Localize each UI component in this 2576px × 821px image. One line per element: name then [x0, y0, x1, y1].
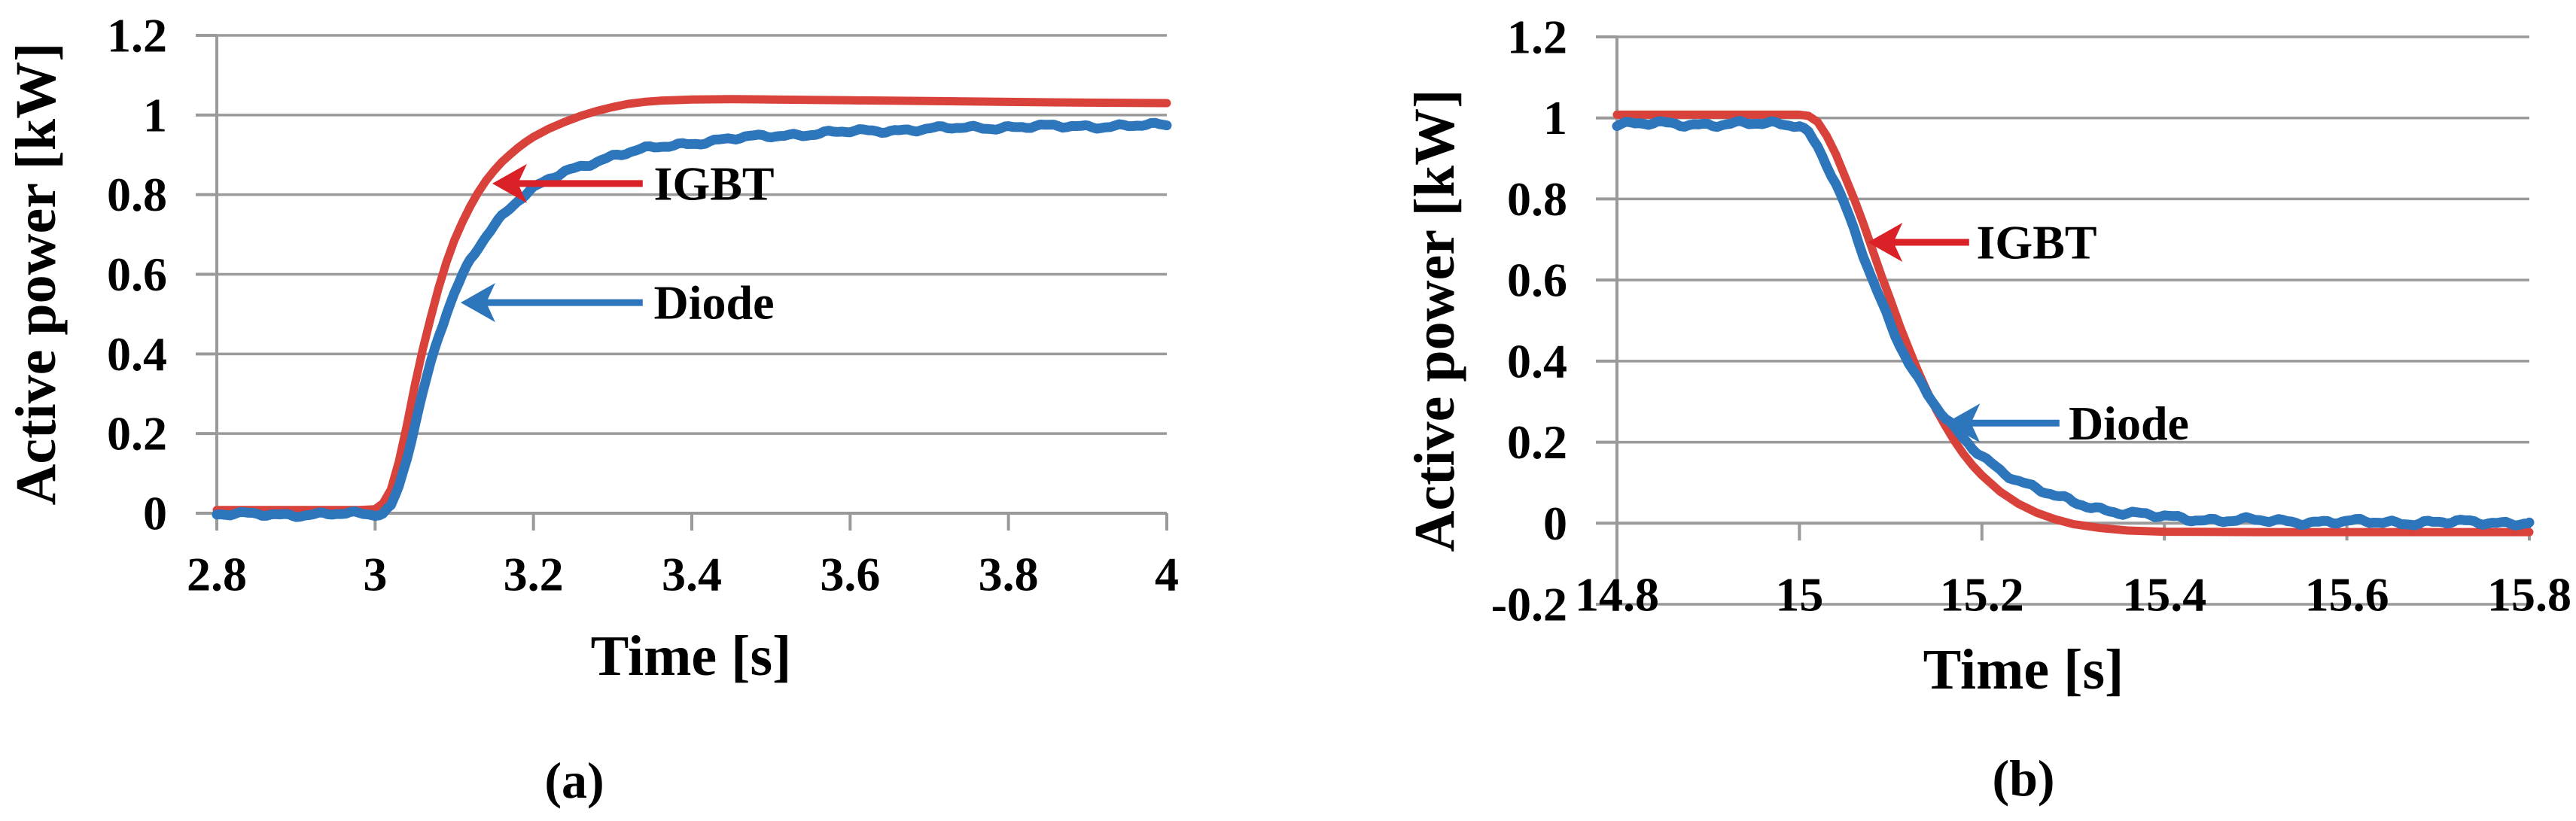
series-igbt-line: [1612, 110, 2534, 537]
y-tick-label: -0.2: [1491, 578, 1567, 631]
y-tick-label: 0: [1543, 497, 1567, 550]
y-tick-label: 0: [143, 487, 167, 540]
annotation-label-igbt: IGBT: [1977, 216, 2097, 269]
series-diode-line: [1612, 116, 2535, 531]
x-tick-label: 3.8: [979, 548, 1039, 601]
x-tick-label: 3.2: [504, 548, 564, 601]
diode-arrowhead-icon: [1945, 403, 1981, 443]
x-tick-label: 3.4: [662, 548, 722, 601]
y-tick-label: 0.6: [1507, 254, 1567, 307]
x-tick-label: 15.2: [1940, 568, 2024, 622]
x-tick-label: 3: [363, 548, 387, 601]
subfigure-caption: (b): [1992, 750, 2054, 807]
x-axis-title: Time [s]: [1923, 638, 2124, 701]
diode-annotation: Diode: [1945, 397, 2189, 450]
x-tick-label: 4: [1155, 548, 1179, 601]
y-tick-label: 0.4: [107, 327, 167, 381]
igbt-annotation: IGBT: [1868, 216, 2097, 269]
y-axis-title: Active power [kW]: [1403, 90, 1466, 552]
x-tick-label: 3.6: [820, 548, 880, 601]
x-tick-label: 15.8: [2487, 568, 2571, 622]
series-igbt-line: [212, 95, 1171, 515]
x-tick-label: 14.8: [1575, 568, 1659, 622]
igbt-arrowhead-icon: [1868, 223, 1903, 263]
diode-arrowhead-icon: [460, 283, 495, 323]
y-axis-title: Active power [kW]: [5, 43, 68, 506]
series-diode-line: [212, 117, 1172, 522]
x-tick-label: 15.6: [2305, 568, 2389, 622]
diode-annotation: Diode: [460, 276, 775, 330]
y-tick-label: 0.2: [1507, 415, 1567, 469]
x-axis-title: Time [s]: [591, 625, 792, 688]
annotation-label-diode: Diode: [2069, 397, 2189, 450]
y-tick-label: 1: [1543, 91, 1567, 144]
y-tick-label: 1.2: [107, 9, 167, 62]
annotation-label-diode: Diode: [654, 276, 775, 330]
y-tick-label: 1.2: [1507, 11, 1567, 64]
y-tick-label: 0.6: [107, 248, 167, 301]
y-tick-label: 0.2: [107, 407, 167, 461]
x-tick-label: 15: [1775, 568, 1823, 622]
y-tick-label: 0.8: [1507, 172, 1567, 226]
y-tick-label: 0.4: [1507, 334, 1567, 388]
igbt-annotation: IGBT: [492, 157, 775, 210]
y-tick-label: 1: [143, 88, 167, 141]
annotation-label-igbt: IGBT: [654, 157, 775, 210]
chart-b: -0.2 0 0.2 0.4 0.6 0.8 1 1.2 14.8 15 15.2 15.4 15.6 1…: [1403, 11, 2571, 807]
y-tick-label: 0.8: [107, 168, 167, 221]
igbt-arrowhead-icon: [492, 163, 527, 203]
x-tick-label: 2.8: [187, 548, 247, 601]
x-tick-label: 15.4: [2122, 568, 2206, 622]
subfigure-caption: (a): [544, 752, 604, 809]
chart-a: 0 0.2 0.4 0.6 0.8 1 1.2 2.8 3 3.2 3.4 3.6 3.8 4 Time […: [5, 9, 1179, 810]
